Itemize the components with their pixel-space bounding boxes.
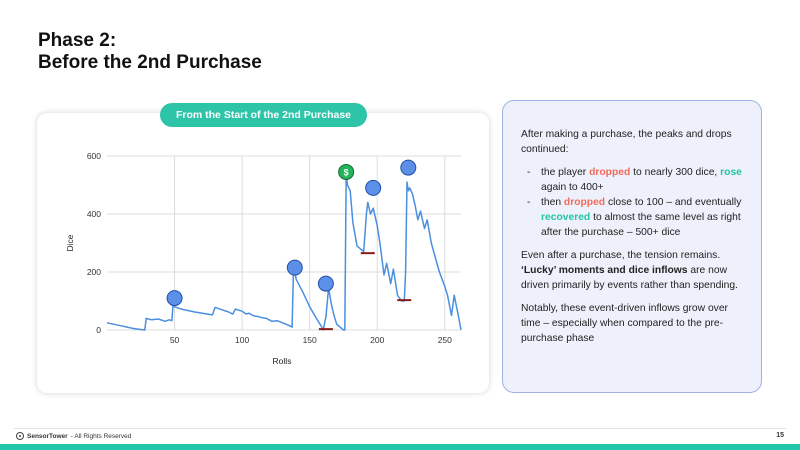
x-tick-label: 200 — [370, 335, 384, 345]
notes-bullet-2: then dropped close to 100 – and eventual… — [521, 195, 745, 240]
x-tick-label: 100 — [235, 335, 249, 345]
text-segment: again to 400+ — [541, 182, 604, 193]
y-tick-label: 400 — [87, 209, 101, 219]
text-segment: then — [541, 197, 564, 208]
dice-rolls-chart: 0 200 400 600 50 100 150 200 250 Rolls Dice $ — [65, 151, 462, 366]
sensortower-logo-icon — [16, 432, 24, 440]
purchase-dollar-label: $ — [344, 167, 349, 177]
text-segment: close to 100 – and eventually — [605, 197, 742, 208]
notes-intro: After making a purchase, the peaks and d… — [521, 129, 732, 155]
x-axis-label: Rolls — [273, 356, 292, 366]
chart-caption-pill: From the Start of the 2nd Purchase — [160, 103, 367, 127]
text-segment: to nearly 300 dice, — [630, 167, 721, 178]
page-title-line1: Phase 2: — [38, 30, 117, 51]
event-dot-marker — [166, 290, 183, 307]
x-tick-label: 150 — [303, 335, 317, 345]
text-segment: are now driven primarily by events rathe… — [521, 265, 738, 291]
chart-card — [37, 113, 489, 393]
event-dot-marker — [365, 179, 382, 196]
notes-card: After making a purchase, the peaks and d… — [502, 100, 762, 393]
series-line — [106, 172, 462, 331]
event-dot-marker — [317, 275, 334, 292]
y-axis-label: Dice — [65, 234, 75, 251]
notes-paragraph-3: Notably, these event-driven inflows grow… — [521, 303, 728, 344]
page-number: 15 — [776, 432, 784, 439]
highlight-recovered: recovered — [541, 212, 591, 223]
notes-bullet-1: the player dropped to nearly 300 dice, r… — [521, 165, 745, 195]
y-tick-label: 0 — [96, 325, 101, 335]
highlight-dropped: dropped — [589, 167, 631, 178]
highlight-lucky: ‘Lucky’ moments and dice inflows — [521, 265, 688, 276]
highlight-dropped: dropped — [563, 197, 606, 208]
notes-list: the player dropped to nearly 300 dice, r… — [521, 165, 745, 240]
text-segment: to almost the same level as right after … — [541, 212, 741, 238]
text-segment: the player — [541, 167, 590, 178]
purchase-dollar-marker — [338, 163, 355, 180]
highlight-rose: rose — [720, 167, 742, 178]
footer: SensorTower - All Rights Reserved — [16, 432, 131, 440]
footer-rights: - All Rights Reserved — [70, 432, 132, 440]
x-tick-label: 250 — [438, 335, 452, 345]
event-dot-marker — [286, 259, 303, 276]
footer-divider — [14, 428, 786, 429]
bottom-accent-bar — [0, 444, 800, 450]
page-title: Phase 2: Before the 2nd Purchase — [38, 30, 262, 74]
y-tick-label: 200 — [87, 267, 101, 277]
y-tick-label: 600 — [87, 151, 101, 161]
event-dot-marker — [400, 159, 417, 176]
text-segment: Even after a purchase, the tension remai… — [521, 250, 721, 261]
x-tick-label: 50 — [170, 335, 180, 345]
page-title-line2: Before the 2nd Purchase — [38, 52, 262, 73]
footer-brand: SensorTower — [27, 432, 68, 440]
notes-paragraph-2: Even after a purchase, the tension remai… — [521, 248, 745, 293]
